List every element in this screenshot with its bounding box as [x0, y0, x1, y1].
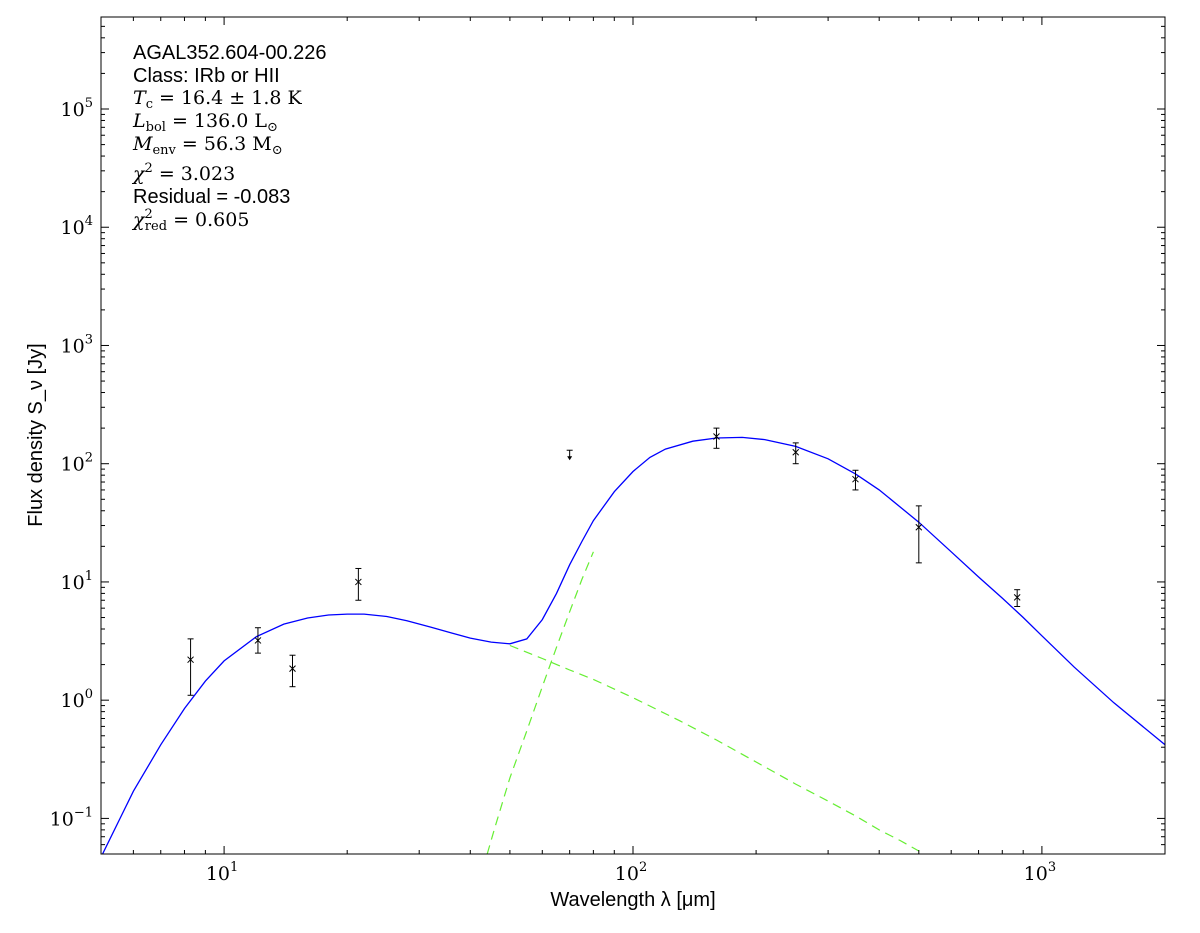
tc-annotation: Tc = 16.4 ± 1.8 K: [133, 87, 303, 112]
y-tick-label: 104: [61, 214, 93, 239]
x-tick-label-base: 10: [1024, 863, 1048, 885]
lbol-annotation: Lbol = 136.0 L⊙: [132, 110, 278, 135]
x-tick-label-exponent: 2: [639, 860, 647, 875]
y-tick-label-base: 10: [61, 454, 85, 476]
data-point: [852, 469, 859, 491]
chi2red-value: = 0.605: [167, 209, 249, 231]
y-tick-label-exponent: −1: [74, 805, 93, 820]
y-tick-label-exponent: 5: [85, 96, 93, 111]
point-marker: [852, 475, 859, 483]
y-tick-label-exponent: 1: [85, 569, 93, 584]
y-tick-label: 101: [61, 569, 93, 594]
x-tick-label-exponent: 1: [230, 860, 238, 875]
chi2red-symbol: χ: [131, 209, 146, 231]
chi2-annotation: χ2 = 3.023: [131, 161, 235, 185]
point-marker: [915, 523, 923, 531]
x-tick-label: 101: [206, 860, 238, 885]
x-axis-label: Wavelength λ [μm]: [550, 889, 715, 911]
data-point: [187, 638, 194, 696]
point-marker: [289, 665, 296, 672]
annotation-block: AGAL352.604-00.226 Class: IRb or HII Tc …: [131, 42, 327, 234]
plot-frame: [100, 16, 1166, 855]
point-marker: [187, 656, 194, 664]
upper-limit: [566, 449, 573, 461]
data-point: [713, 427, 720, 449]
chi2-symbol: χ: [131, 163, 146, 185]
point-marker: [792, 448, 800, 456]
warm-component-curve: [509, 644, 920, 852]
chi2red-sub: red: [145, 219, 167, 234]
y-tick-label-base: 10: [61, 690, 85, 712]
y-tick-label-base: 10: [61, 572, 85, 594]
data-point: [915, 505, 923, 564]
x-tick-label-exponent: 3: [1048, 860, 1056, 875]
menv-symbol: M: [132, 133, 153, 155]
x-tick-label-base: 10: [615, 863, 639, 885]
menv-annotation: Menv = 56.3 M⊙: [132, 133, 283, 158]
y-tick-label-base: 10: [61, 217, 85, 239]
lbol-sun: ⊙: [267, 120, 278, 135]
tc-symbol: T: [133, 87, 147, 109]
data-points: [187, 427, 1021, 696]
y-tick-label-base: 10: [50, 808, 74, 830]
chi2-value: = 3.023: [153, 163, 235, 185]
point-marker: [1013, 594, 1021, 601]
x-tick-label-base: 10: [206, 863, 230, 885]
lbol-value: = 136.0 L: [166, 110, 267, 132]
menv-value: = 56.3 M: [176, 133, 272, 155]
point-marker: [355, 578, 362, 586]
y-tick-label: 10−1: [50, 805, 93, 830]
tc-sub: c: [146, 97, 153, 112]
y-axis-label: Flux density S_ν [Jy]: [25, 343, 47, 526]
y-tick-label: 102: [61, 451, 93, 476]
y-tick-label: 103: [61, 332, 93, 357]
y-tick-label: 105: [61, 96, 93, 121]
y-tick-label-exponent: 2: [85, 451, 93, 466]
chi2-sup: 2: [145, 161, 153, 176]
data-point: [355, 567, 362, 601]
lbol-sub: bol: [146, 120, 166, 135]
y-tick-label-base: 10: [61, 335, 85, 357]
data-point: [254, 627, 262, 654]
fit-curves: [101, 436, 1165, 854]
residual-annotation: Residual = -0.083: [133, 186, 290, 208]
chi2red-annotation: χ2 red = 0.605: [131, 207, 249, 234]
total-fit-curve: [101, 436, 1165, 854]
y-tick-label-exponent: 3: [85, 332, 93, 347]
tc-value: = 16.4 ± 1.8 K: [153, 87, 303, 109]
y-tick-label: 100: [61, 687, 93, 712]
cold-component-curve: [486, 551, 594, 854]
menv-sun: ⊙: [272, 143, 283, 158]
data-point: [1013, 589, 1021, 607]
x-tick-label: 103: [1024, 860, 1056, 885]
menv-sub: env: [152, 143, 176, 158]
data-point: [792, 442, 800, 465]
upper-limit-arrow: [567, 456, 573, 461]
source-name: AGAL352.604-00.226: [133, 42, 327, 64]
lbol-symbol: L: [132, 110, 146, 132]
y-tick-label-exponent: 0: [85, 687, 93, 702]
x-tick-label: 102: [615, 860, 647, 885]
point-marker: [713, 433, 720, 440]
point-marker: [254, 637, 262, 644]
data-point: [289, 654, 296, 688]
class-label: Class: IRb or HII: [133, 65, 280, 87]
y-tick-label-exponent: 4: [85, 214, 93, 229]
y-tick-label-base: 10: [61, 99, 85, 121]
chi2red-sup: 2: [145, 207, 153, 222]
axis-ticks: [100, 16, 1166, 855]
